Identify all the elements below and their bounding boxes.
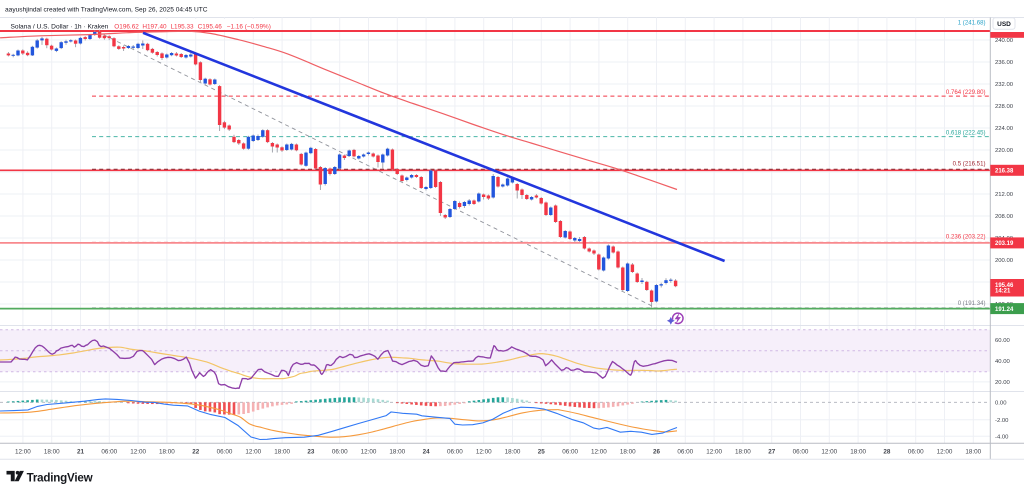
svg-text:28: 28 <box>883 449 891 456</box>
svg-text:12:00: 12:00 <box>706 449 722 456</box>
svg-text:1 (241.68): 1 (241.68) <box>958 20 986 27</box>
svg-text:18:00: 18:00 <box>159 449 175 456</box>
svg-text:0.236 (203.22): 0.236 (203.22) <box>946 233 986 240</box>
svg-text:12:00: 12:00 <box>476 449 492 456</box>
svg-text:0.764 (229.80): 0.764 (229.80) <box>946 89 986 96</box>
svg-text:06:00: 06:00 <box>447 449 463 456</box>
svg-text:06:00: 06:00 <box>562 449 578 456</box>
svg-text:26: 26 <box>653 449 661 456</box>
svg-text:224.00: 224.00 <box>995 126 1014 132</box>
svg-text:Solana / U.S. Dollar · 1h · Kr: Solana / U.S. Dollar · 1h · Kraken <box>11 24 109 31</box>
svg-text:14:21: 14:21 <box>995 289 1011 295</box>
svg-text:06:00: 06:00 <box>793 449 809 456</box>
svg-text:220.00: 220.00 <box>995 148 1014 154</box>
svg-text:18:00: 18:00 <box>735 449 751 456</box>
svg-text:06:00: 06:00 <box>677 449 693 456</box>
svg-text:27: 27 <box>768 449 776 456</box>
svg-text:216.38: 216.38 <box>995 169 1014 175</box>
svg-text:TradingView: TradingView <box>27 471 94 484</box>
svg-text:12:00: 12:00 <box>15 449 31 456</box>
svg-text:0.00: 0.00 <box>995 400 1007 406</box>
svg-text:20.00: 20.00 <box>995 380 1010 386</box>
svg-text:0.5 (216.51): 0.5 (216.51) <box>953 160 986 167</box>
svg-text:USD: USD <box>997 21 1011 28</box>
svg-text:aayushjindal created with Trad: aayushjindal created with TradingView.co… <box>5 6 208 13</box>
svg-text:12:00: 12:00 <box>130 449 146 456</box>
svg-text:18:00: 18:00 <box>44 449 60 456</box>
svg-text:18:00: 18:00 <box>965 449 981 456</box>
svg-text:23: 23 <box>307 449 315 456</box>
svg-text:200.00: 200.00 <box>995 258 1014 264</box>
svg-text:0.618 (222.45): 0.618 (222.45) <box>946 129 986 136</box>
svg-text:24: 24 <box>423 449 431 456</box>
svg-text:06:00: 06:00 <box>332 449 348 456</box>
svg-text:18:00: 18:00 <box>274 449 290 456</box>
svg-text:60.00: 60.00 <box>995 338 1010 344</box>
svg-text:-2.00: -2.00 <box>995 418 1009 424</box>
svg-text:12:00: 12:00 <box>937 449 953 456</box>
svg-text:-4.00: -4.00 <box>995 434 1009 440</box>
svg-text:12:00: 12:00 <box>361 449 377 456</box>
svg-text:18:00: 18:00 <box>620 449 636 456</box>
svg-text:21: 21 <box>77 449 85 456</box>
svg-text:212.00: 212.00 <box>995 192 1014 198</box>
svg-text:25: 25 <box>538 449 546 456</box>
svg-text:191.24: 191.24 <box>995 307 1014 313</box>
svg-text:208.00: 208.00 <box>995 214 1014 220</box>
svg-text:236.00: 236.00 <box>995 60 1014 66</box>
svg-text:40.00: 40.00 <box>995 359 1010 365</box>
svg-text:228.00: 228.00 <box>995 104 1014 110</box>
svg-text:0 (191.34): 0 (191.34) <box>958 300 986 307</box>
svg-text:18:00: 18:00 <box>505 449 521 456</box>
svg-text:240.00: 240.00 <box>995 38 1014 44</box>
svg-text:203.19: 203.19 <box>995 241 1014 247</box>
svg-text:18:00: 18:00 <box>850 449 866 456</box>
svg-text:18:00: 18:00 <box>389 449 405 456</box>
svg-text:12:00: 12:00 <box>591 449 607 456</box>
svg-text:06:00: 06:00 <box>217 449 233 456</box>
svg-text:22: 22 <box>192 449 200 456</box>
svg-text:12:00: 12:00 <box>245 449 261 456</box>
svg-text:06:00: 06:00 <box>908 449 924 456</box>
svg-text:06:00: 06:00 <box>101 449 117 456</box>
svg-text:232.00: 232.00 <box>995 82 1014 88</box>
svg-text:12:00: 12:00 <box>821 449 837 456</box>
